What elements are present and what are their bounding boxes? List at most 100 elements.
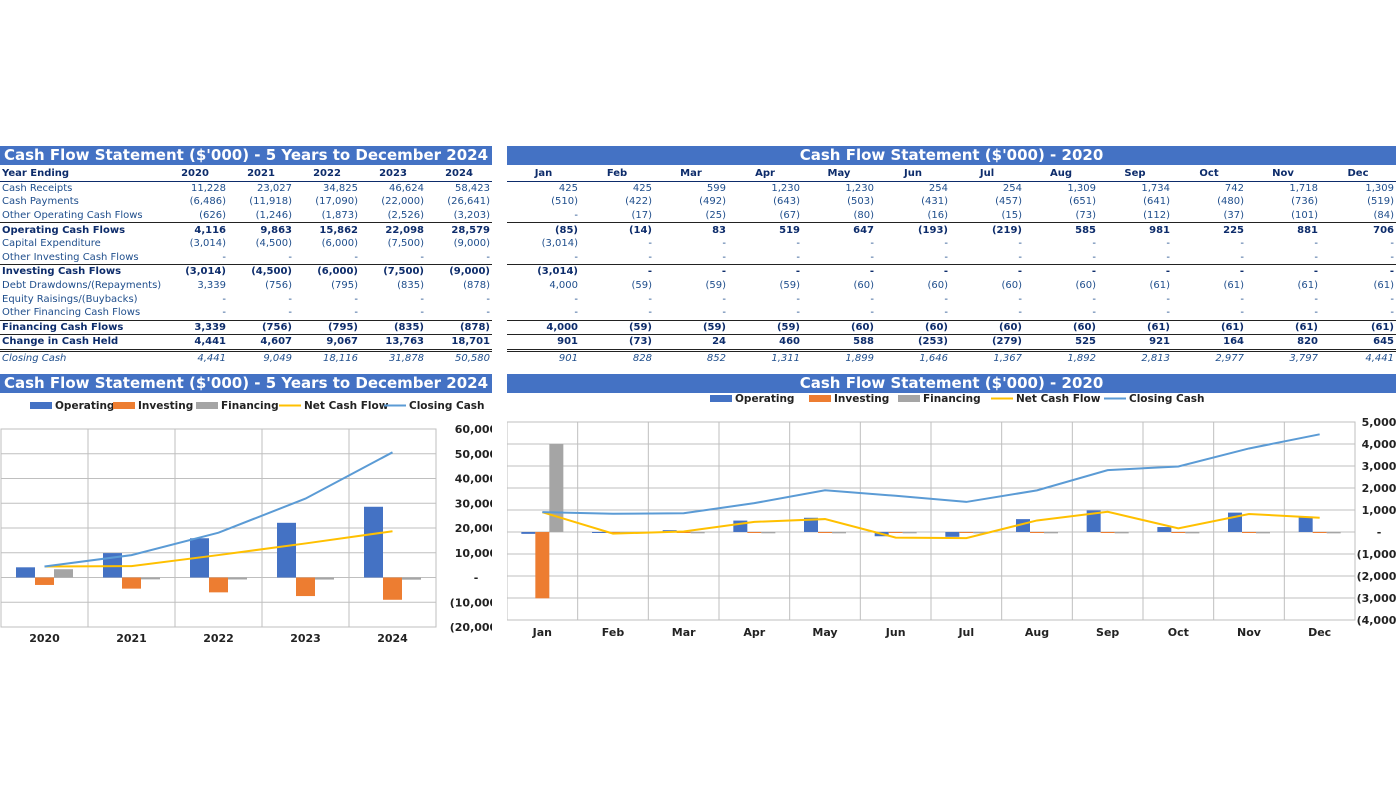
column-header: Sep bbox=[1098, 167, 1172, 182]
row-label: Other Investing Cash Flows bbox=[2, 251, 139, 263]
table-cell: (641) bbox=[1143, 196, 1170, 208]
row-label: Cash Payments bbox=[2, 196, 79, 208]
row-label: Closing Cash bbox=[2, 353, 67, 365]
table-cell: - bbox=[354, 251, 358, 263]
table-cell: 901 bbox=[507, 334, 580, 352]
table-cell: - bbox=[648, 238, 652, 250]
bar-financing bbox=[973, 532, 988, 534]
legend-swatch-operating bbox=[710, 395, 732, 402]
table-cell: 4,000 bbox=[507, 319, 580, 335]
y-tick-label: 20,000 bbox=[455, 522, 492, 535]
table-cell: - bbox=[876, 264, 950, 279]
table-cell: - bbox=[722, 293, 726, 305]
x-tick-label: Sep bbox=[1096, 626, 1119, 639]
bar-investing bbox=[1242, 532, 1256, 533]
table-cell: - bbox=[870, 251, 874, 263]
bar-investing bbox=[296, 577, 315, 597]
table-row: Investing Cash Flows (3,014) (4,500) (6,000… bbox=[0, 264, 492, 279]
table-cell: 254 bbox=[928, 182, 948, 194]
x-tick-label: Jan bbox=[532, 626, 552, 639]
table-cell: (60) bbox=[876, 319, 950, 335]
table-cell: (626) bbox=[199, 210, 226, 222]
table-cell: - bbox=[648, 251, 652, 263]
table-cell: - bbox=[1092, 251, 1096, 263]
table-cell: - bbox=[648, 293, 652, 305]
column-header: 2021 bbox=[228, 167, 294, 182]
table-row: ------------ bbox=[507, 306, 1396, 320]
table-cell: 460 bbox=[728, 334, 802, 352]
table-cell: 46,624 bbox=[389, 182, 424, 194]
bar-operating bbox=[16, 567, 35, 578]
table-cell: - bbox=[722, 238, 726, 250]
table-cell: - bbox=[648, 307, 652, 319]
x-tick-label: Apr bbox=[743, 626, 765, 639]
table-cell: (16) bbox=[927, 210, 948, 222]
table-cell: - bbox=[1018, 293, 1022, 305]
table-cell: (61) bbox=[1223, 280, 1244, 292]
table-cell: 2,813 bbox=[1141, 353, 1170, 365]
table-row: Equity Raisings/(Buybacks) - - - - - bbox=[0, 292, 492, 306]
table-cell: (3,014) bbox=[541, 238, 578, 250]
legend-label-net-cash-flow: Net Cash Flow bbox=[304, 400, 389, 412]
table-cell: 706 bbox=[1320, 222, 1396, 237]
table-cell: 881 bbox=[1246, 222, 1320, 237]
bar-operating bbox=[364, 506, 383, 578]
table-cell: 828 bbox=[632, 353, 652, 365]
table-cell: 647 bbox=[802, 222, 876, 237]
column-header: Nov bbox=[1246, 167, 1320, 182]
bar-operating bbox=[804, 517, 818, 532]
table-cell: - bbox=[1240, 238, 1244, 250]
bar-financing bbox=[1185, 532, 1200, 534]
y-tick-label: 60,000 bbox=[455, 423, 492, 436]
column-header: Jan bbox=[507, 167, 580, 182]
table-cell: (6,000) bbox=[294, 264, 360, 279]
bar-investing bbox=[209, 577, 228, 593]
table-cell: (4,500) bbox=[228, 264, 294, 279]
y-tick-label: (20,000) bbox=[450, 621, 492, 634]
column-header: Jun bbox=[876, 167, 950, 182]
bar-operating bbox=[277, 522, 296, 578]
table-cell: - bbox=[796, 307, 800, 319]
x-tick-label: Aug bbox=[1025, 626, 1049, 639]
bar-financing bbox=[402, 577, 421, 580]
bar-financing bbox=[141, 577, 160, 580]
column-header: 2023 bbox=[360, 167, 426, 182]
column-header: Oct bbox=[1172, 167, 1246, 182]
bar-operating bbox=[592, 532, 606, 533]
table-cell: - bbox=[1390, 238, 1394, 250]
table-cell: - bbox=[796, 293, 800, 305]
y-tick-label: 5,000 bbox=[1362, 416, 1396, 429]
legend-swatch-investing bbox=[113, 402, 135, 409]
y-tick-label: 50,000 bbox=[455, 448, 492, 461]
table-cell: 28,579 bbox=[426, 222, 492, 237]
table-cell: (101) bbox=[1291, 210, 1318, 222]
table-cell: (795) bbox=[294, 319, 360, 335]
bar-financing bbox=[1256, 532, 1270, 534]
table-cell: - bbox=[944, 238, 948, 250]
x-tick-label: 2023 bbox=[290, 632, 321, 644]
row-label: Capital Expenditure bbox=[2, 238, 101, 250]
bar-operating bbox=[1157, 527, 1172, 532]
table-cell: (60) bbox=[1075, 280, 1096, 292]
table-cell: (736) bbox=[1291, 196, 1318, 208]
table-cell: (193) bbox=[876, 222, 950, 237]
table-cell: (835) bbox=[360, 319, 426, 335]
table-cell: (73) bbox=[1075, 210, 1096, 222]
table-cell: (3,203) bbox=[453, 210, 490, 222]
x-tick-label: Jun bbox=[885, 626, 906, 639]
table-cell: 1,367 bbox=[993, 353, 1022, 365]
bar-financing bbox=[1044, 532, 1058, 534]
table-cell: (756) bbox=[265, 280, 292, 292]
table-cell: - bbox=[1018, 238, 1022, 250]
table-cell: - bbox=[1390, 293, 1394, 305]
table-cell: - bbox=[222, 251, 226, 263]
bar-financing bbox=[54, 569, 73, 578]
table-cell: (503) bbox=[847, 196, 874, 208]
y-tick-label: (2,000) bbox=[1357, 570, 1396, 583]
table-cell: (519) bbox=[1367, 196, 1394, 208]
table-row: Operating Cash Flows 4,116 9,863 15,862 22,0… bbox=[0, 222, 492, 237]
bar-operating bbox=[945, 532, 960, 537]
table-cell: (756) bbox=[228, 319, 294, 335]
y-tick-label: (3,000) bbox=[1357, 592, 1396, 605]
table-cell: 1,899 bbox=[845, 353, 874, 365]
